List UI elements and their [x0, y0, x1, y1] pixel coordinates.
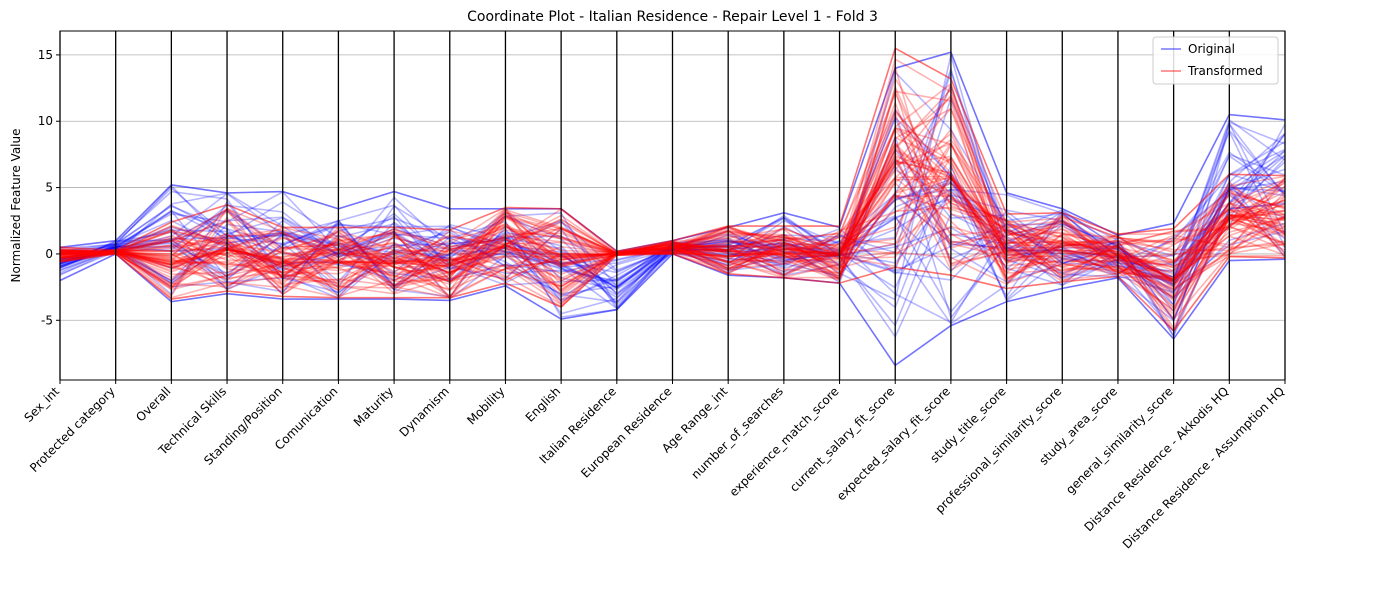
x-tick-label: English	[523, 384, 564, 425]
y-tick-label: 0	[45, 247, 53, 261]
x-tick-label: expected_salary_fit_score	[834, 384, 953, 503]
legend-box	[1152, 36, 1279, 85]
x-tick-label: number_of_searches	[688, 384, 786, 482]
y-tick-label: -5	[41, 313, 53, 327]
y-tick-label: 15	[38, 48, 53, 62]
x-tick-label: Dynamism	[397, 384, 452, 439]
chart-title: Coordinate Plot - Italian Residence - Re…	[467, 9, 878, 25]
y-axis-label: Normalized Feature Value	[9, 129, 23, 283]
y-axis-ticks: -5 0 5 10 15	[38, 48, 60, 327]
x-tick-label: general_similarity_score	[1063, 384, 1176, 497]
x-tick-label: European Residence	[578, 384, 674, 480]
x-tick-label: Overall	[133, 384, 173, 424]
x-tick-label: current_salary_fit_score	[787, 384, 897, 494]
x-tick-label: Mobility	[464, 384, 507, 427]
legend: Original Transformed	[1152, 36, 1279, 85]
x-tick-label: Maturity	[351, 384, 396, 429]
x-tick-label: experience_match_score	[727, 384, 842, 499]
legend-label: Original	[1188, 42, 1235, 56]
legend-label: Transformed	[1187, 64, 1263, 78]
y-tick-label: 10	[38, 114, 53, 128]
y-tick-label: 5	[45, 181, 53, 195]
x-tick-label: Sex_int	[21, 384, 62, 425]
